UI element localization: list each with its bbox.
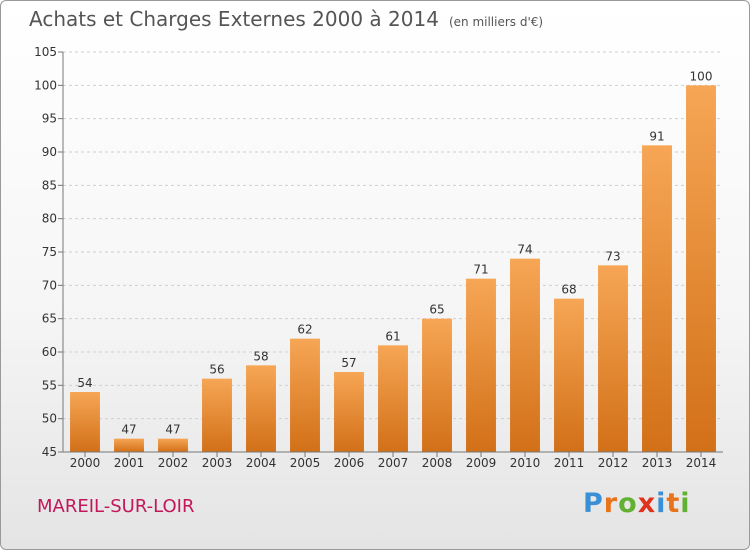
bars [70, 85, 716, 453]
proxiti-logo: Proxiti [583, 488, 691, 519]
bar-2005 [290, 338, 320, 452]
value-label: 62 [297, 323, 312, 337]
y-tick-label: 95 [42, 112, 57, 126]
y-tick-label: 60 [42, 345, 57, 359]
value-label: 65 [429, 303, 444, 317]
bar-2007 [378, 345, 408, 452]
x-tick-label: 2008 [422, 456, 453, 470]
labels: 45 50 55 60 65 70 75 80 85 90 95 100 105 54 2000 47 2001… [34, 45, 716, 470]
value-label: 47 [121, 423, 136, 437]
commune-name: MAREIL-SUR-LOIR [37, 496, 195, 517]
x-tick-label: 2009 [466, 456, 497, 470]
bar-2002 [158, 438, 188, 452]
x-tick-label: 2014 [686, 456, 717, 470]
y-tick-label: 90 [42, 145, 57, 159]
logo-letter: i [656, 488, 667, 519]
chart-subtitle: (en milliers d'€) [448, 15, 544, 29]
value-label: 57 [341, 356, 356, 370]
x-tick-label: 2003 [202, 456, 233, 470]
chart-title-text: Achats et Charges Externes 2000 à 2014 [29, 7, 439, 31]
value-label: 91 [649, 129, 664, 143]
y-tick-label: 55 [42, 378, 57, 392]
logo-letter: r [603, 488, 619, 519]
x-tick-label: 2000 [70, 456, 101, 470]
bar-2012 [598, 265, 628, 452]
value-label: 71 [473, 263, 488, 277]
value-label: 68 [561, 283, 576, 297]
value-label: 54 [77, 376, 92, 390]
x-tick-label: 2007 [378, 456, 409, 470]
y-tick-label: 75 [42, 245, 57, 259]
bar-2014 [686, 85, 716, 452]
logo-letter: t [666, 488, 681, 519]
x-tick-label: 2005 [290, 456, 321, 470]
axes [58, 51, 723, 457]
value-label: 47 [165, 423, 180, 437]
x-tick-label: 2001 [114, 456, 145, 470]
x-tick-label: 2010 [510, 456, 541, 470]
y-tick-label: 100 [34, 78, 57, 92]
y-tick-label: 50 [42, 412, 57, 426]
value-label: 61 [385, 329, 400, 343]
bar-2008 [422, 318, 452, 452]
value-label: 74 [517, 243, 532, 257]
y-tick-label: 80 [42, 212, 57, 226]
x-tick-label: 2006 [334, 456, 365, 470]
bar-2009 [466, 278, 496, 452]
value-label: 56 [209, 363, 224, 377]
bar-2010 [510, 258, 540, 452]
logo-letter: P [583, 488, 604, 519]
logo-letter: i [680, 488, 691, 519]
x-tick-label: 2013 [642, 456, 673, 470]
chart-title: Achats et Charges Externes 2000 à 2014 (e… [29, 7, 543, 31]
y-tick-label: 45 [42, 445, 57, 459]
value-label: 58 [253, 349, 268, 363]
x-tick-label: 2004 [246, 456, 277, 470]
logo-letter: o [618, 488, 638, 519]
bar-2003 [202, 378, 232, 452]
x-tick-label: 2002 [158, 456, 189, 470]
y-tick-label: 105 [34, 45, 57, 59]
bar-2013 [642, 145, 672, 453]
bar-2000 [70, 392, 100, 452]
value-label: 100 [690, 69, 713, 83]
y-tick-label: 85 [42, 178, 57, 192]
y-tick-label: 70 [42, 278, 57, 292]
bar-2001 [114, 438, 144, 452]
y-tick-label: 65 [42, 312, 57, 326]
x-tick-label: 2012 [598, 456, 629, 470]
bar-2004 [246, 365, 276, 452]
bar-2006 [334, 372, 364, 452]
bar-2011 [554, 298, 584, 452]
logo-letter: x [637, 488, 657, 519]
value-label: 73 [605, 249, 620, 263]
x-tick-label: 2011 [554, 456, 585, 470]
